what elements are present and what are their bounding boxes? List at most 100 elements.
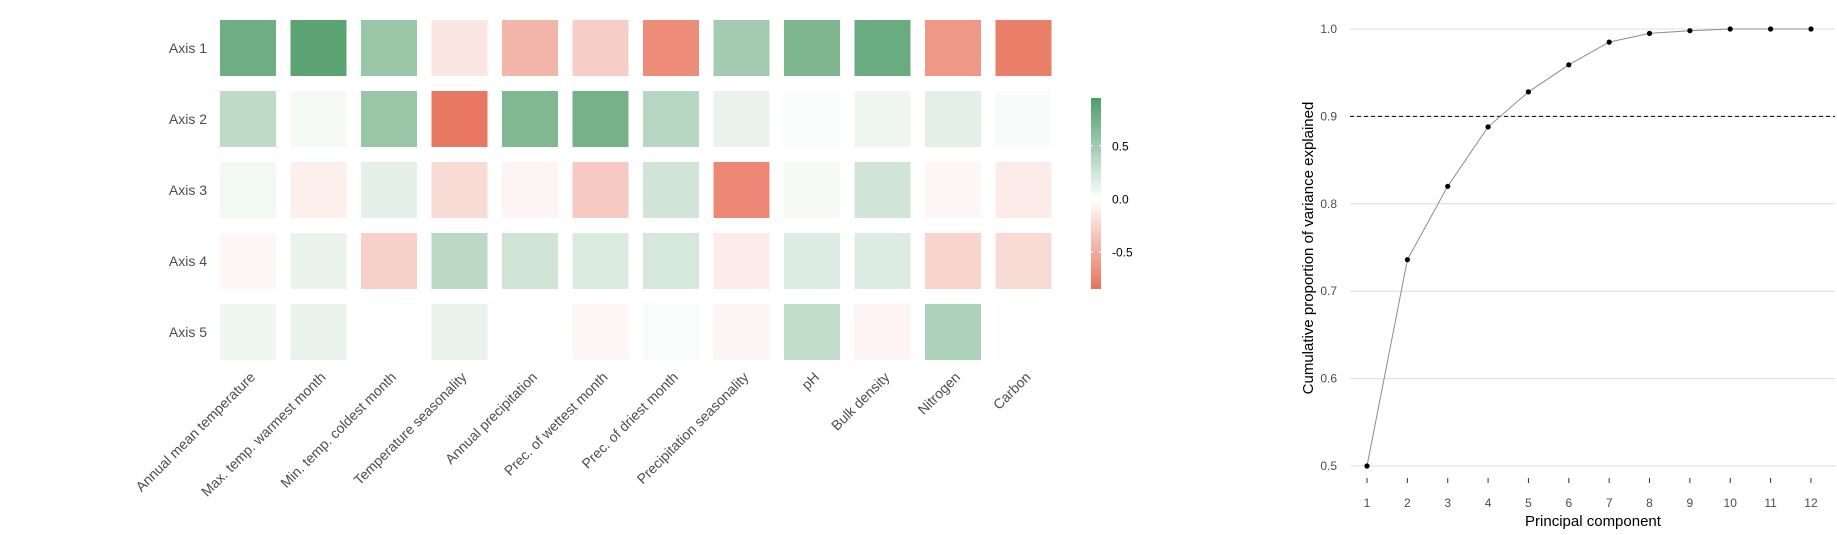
heatmap-cell-r4-c8 [713,233,770,289]
series-line [1366,28,1811,467]
data-point [1485,124,1491,130]
heatmap-cell-r4-c2 [290,233,347,289]
row-label-axis-5: Axis 5 [169,324,207,340]
heatmap-cell-r5-c5 [502,304,558,360]
color-legend: 0.5 0.0 -0.5 [1091,98,1133,289]
data-point [1566,62,1572,68]
heatmap-cell-r2-c7 [643,91,699,147]
heatmap-cell-r1-c2 [290,20,347,76]
y-axis-ticks: 0.5 0.6 0.7 0.8 0.9 1.0 [1320,22,1337,473]
heatmap-cell-r2-c5 [502,91,558,147]
data-point [1606,39,1612,45]
x-tick-label: 6 [1565,496,1572,510]
heatmap-cell-r1-c7 [643,20,699,76]
heatmap-cell-r3-c8 [713,162,770,218]
heatmap-cell-r4-c7 [643,233,699,289]
color-legend-ticks: 0.5 0.0 -0.5 [1091,139,1133,259]
heatmap-cell-r2-c1 [220,91,276,147]
column-label: Min. temp. coldest month [277,369,399,491]
column-label: pH [798,369,822,393]
row-label-axis-1: Axis 1 [169,40,207,56]
heatmap-cell-r5-c12 [995,304,1052,360]
heatmap-cell-r4-c5 [502,233,558,289]
data-point [1364,463,1370,469]
heatmap-cell-r4-c4 [431,233,488,289]
heatmap-cell-r3-c12 [995,162,1052,218]
x-tick-label: 8 [1646,496,1653,510]
y-tick-label: 0.8 [1320,197,1337,211]
data-point [1727,26,1733,32]
column-label: Carbon [990,369,1034,413]
heatmap-cells [220,20,1052,360]
heatmap-cell-r1-c5 [502,20,558,76]
data-point [1525,89,1531,95]
heatmap-cell-r1-c12 [995,20,1052,76]
y-tick-label: 0.9 [1320,109,1337,123]
y-axis-title: Cumulative proportion of variance explai… [1300,102,1317,395]
series-points [1364,26,1814,469]
data-point [1646,30,1653,36]
x-tick-label: 10 [1724,496,1738,510]
heatmap-cell-r3-c4 [431,162,488,218]
line-panel: 0.50.60.70.80.91.0 1 2 3 4 5 6 7 8 9 10 11 12 Princ… [1300,22,1835,530]
heatmap-cell-r4-c1 [220,233,276,289]
y-tick-label: 0.6 [1320,372,1337,386]
heatmap-cell-r5-c7 [643,304,699,360]
heatmap-cell-r1-c8 [713,20,770,76]
line-chart-gridlines [1350,28,1835,467]
legend-tick-label: 0.0 [1112,192,1129,206]
x-tick-label: 3 [1444,496,1451,510]
heatmap-cell-r3-c5 [502,162,558,218]
column-label: Bulk density [828,369,893,434]
x-tick-label: 7 [1606,496,1613,510]
heatmap-cell-r3-c1 [220,162,276,218]
x-tick-label: 9 [1687,496,1694,510]
heatmap-cell-r4-c9 [784,233,840,289]
heatmap-row-labels: Axis 1 Axis 2 Axis 3 Axis 4 Axis 5 [169,40,207,340]
legend-tick-label: 0.5 [1112,139,1129,153]
heatmap-cell-r2-c11 [925,91,981,147]
heatmap-cell-r1-c3 [361,20,417,76]
heatmap-cell-r3-c3 [361,162,417,218]
data-point [1404,257,1410,263]
heatmap-cell-r4-c10 [854,233,911,289]
y-tick-label: 0.7 [1320,284,1337,298]
x-tick-label: 12 [1804,496,1818,510]
heatmap-cell-r3-c2 [290,162,347,218]
column-label: Temperature seasonality [350,369,469,488]
heatmap-cell-r5-c11 [925,304,981,360]
column-label: Annual mean temperature [132,369,258,495]
heatmap-cell-r3-c9 [784,162,840,218]
color-legend-bar [1091,98,1101,289]
heatmap-cell-r5-c4 [431,304,488,360]
heatmap-cell-r4-c3 [361,233,417,289]
heatmap-cell-r1-c10 [854,20,911,76]
heatmap-cell-r5-c2 [290,304,347,360]
row-label-axis-2: Axis 2 [169,111,207,127]
heatmap-cell-r1-c11 [925,20,981,76]
column-label: Nitrogen [914,369,963,418]
x-tick-label: 4 [1485,496,1492,510]
heatmap-cell-r1-c4 [431,20,488,76]
x-tick-label: 1 [1364,496,1371,510]
data-point [1687,28,1693,34]
heatmap-cell-r5-c9 [784,304,840,360]
heatmap-cell-r2-c10 [854,91,911,147]
data-point [1445,183,1451,189]
row-label-axis-4: Axis 4 [169,253,207,269]
heatmap-cell-r5-c3 [361,304,417,360]
heatmap-cell-r5-c10 [854,304,911,360]
heatmap-cell-r2-c4 [431,91,488,147]
heatmap-cell-r3-c6 [572,162,629,218]
heatmap-cell-r4-c12 [995,233,1052,289]
heatmap-cell-r3-c7 [643,162,699,218]
heatmap-cell-r1-c1 [220,20,276,76]
column-label: Max. temp. warmest month [198,369,329,500]
row-label-axis-3: Axis 3 [169,182,207,198]
heatmap-cell-r2-c3 [361,91,417,147]
heatmap-cell-r2-c9 [784,91,840,147]
heatmap-cell-r2-c12 [995,91,1052,147]
legend-tick-label: -0.5 [1112,245,1133,259]
